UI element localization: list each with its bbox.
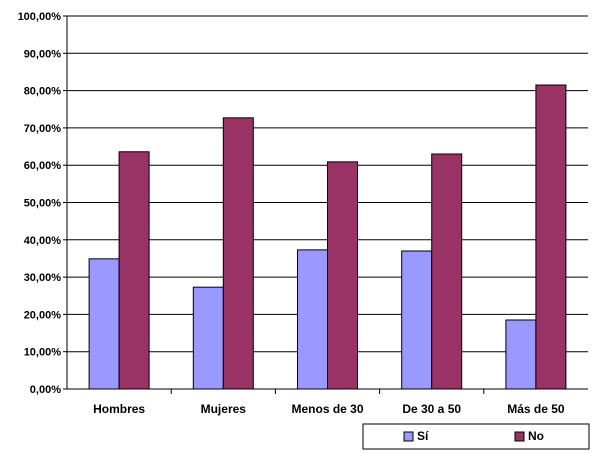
y-tick-label: 90,00% — [24, 48, 62, 60]
legend-label-no: No — [528, 429, 544, 443]
legend-box — [362, 423, 590, 450]
bar-no — [431, 153, 463, 390]
y-tick-label: 70,00% — [24, 123, 62, 135]
y-tick-label: 60,00% — [24, 160, 62, 172]
legend-swatch-no — [514, 431, 525, 442]
y-tick-label: 100,00% — [18, 11, 62, 23]
y-tick-label: 40,00% — [24, 235, 62, 247]
x-category-label: Mujeres — [201, 402, 247, 416]
y-tick-label: 80,00% — [24, 86, 62, 98]
bars — [88, 84, 567, 390]
legend-swatch-si — [403, 431, 414, 442]
y-tick-label: 10,00% — [24, 347, 62, 359]
x-category-label: De 30 a 50 — [402, 402, 461, 416]
x-category-label: Menos de 30 — [291, 402, 363, 416]
bar-si — [505, 319, 537, 390]
bar-si — [192, 286, 224, 390]
bar-si — [401, 250, 433, 390]
x-category-label: Más de 50 — [507, 402, 565, 416]
y-tick-label: 50,00% — [24, 198, 62, 210]
y-axis-tick-labels: 0,00% 10,00% 20,00% 30,00% 40,00% 50,00% 60,00… — [18, 11, 62, 396]
bar-no — [535, 84, 567, 390]
x-axis-category-labels: Hombres Mujeres Menos de 30 De 30 a 50 Más d… — [93, 402, 565, 416]
bar-no — [222, 117, 254, 390]
y-tick-label: 30,00% — [24, 272, 62, 284]
bar-si — [88, 258, 120, 390]
y-tick-label: 0,00% — [30, 384, 61, 396]
axes — [63, 15, 588, 394]
bar-no — [118, 151, 150, 390]
x-category-label: Hombres — [93, 402, 145, 416]
legend-label-si: Sí — [417, 429, 429, 443]
bar-no — [327, 161, 358, 390]
bar-si — [297, 249, 328, 390]
legend: Sí No — [362, 423, 590, 450]
y-tick-label: 20,00% — [24, 309, 62, 321]
